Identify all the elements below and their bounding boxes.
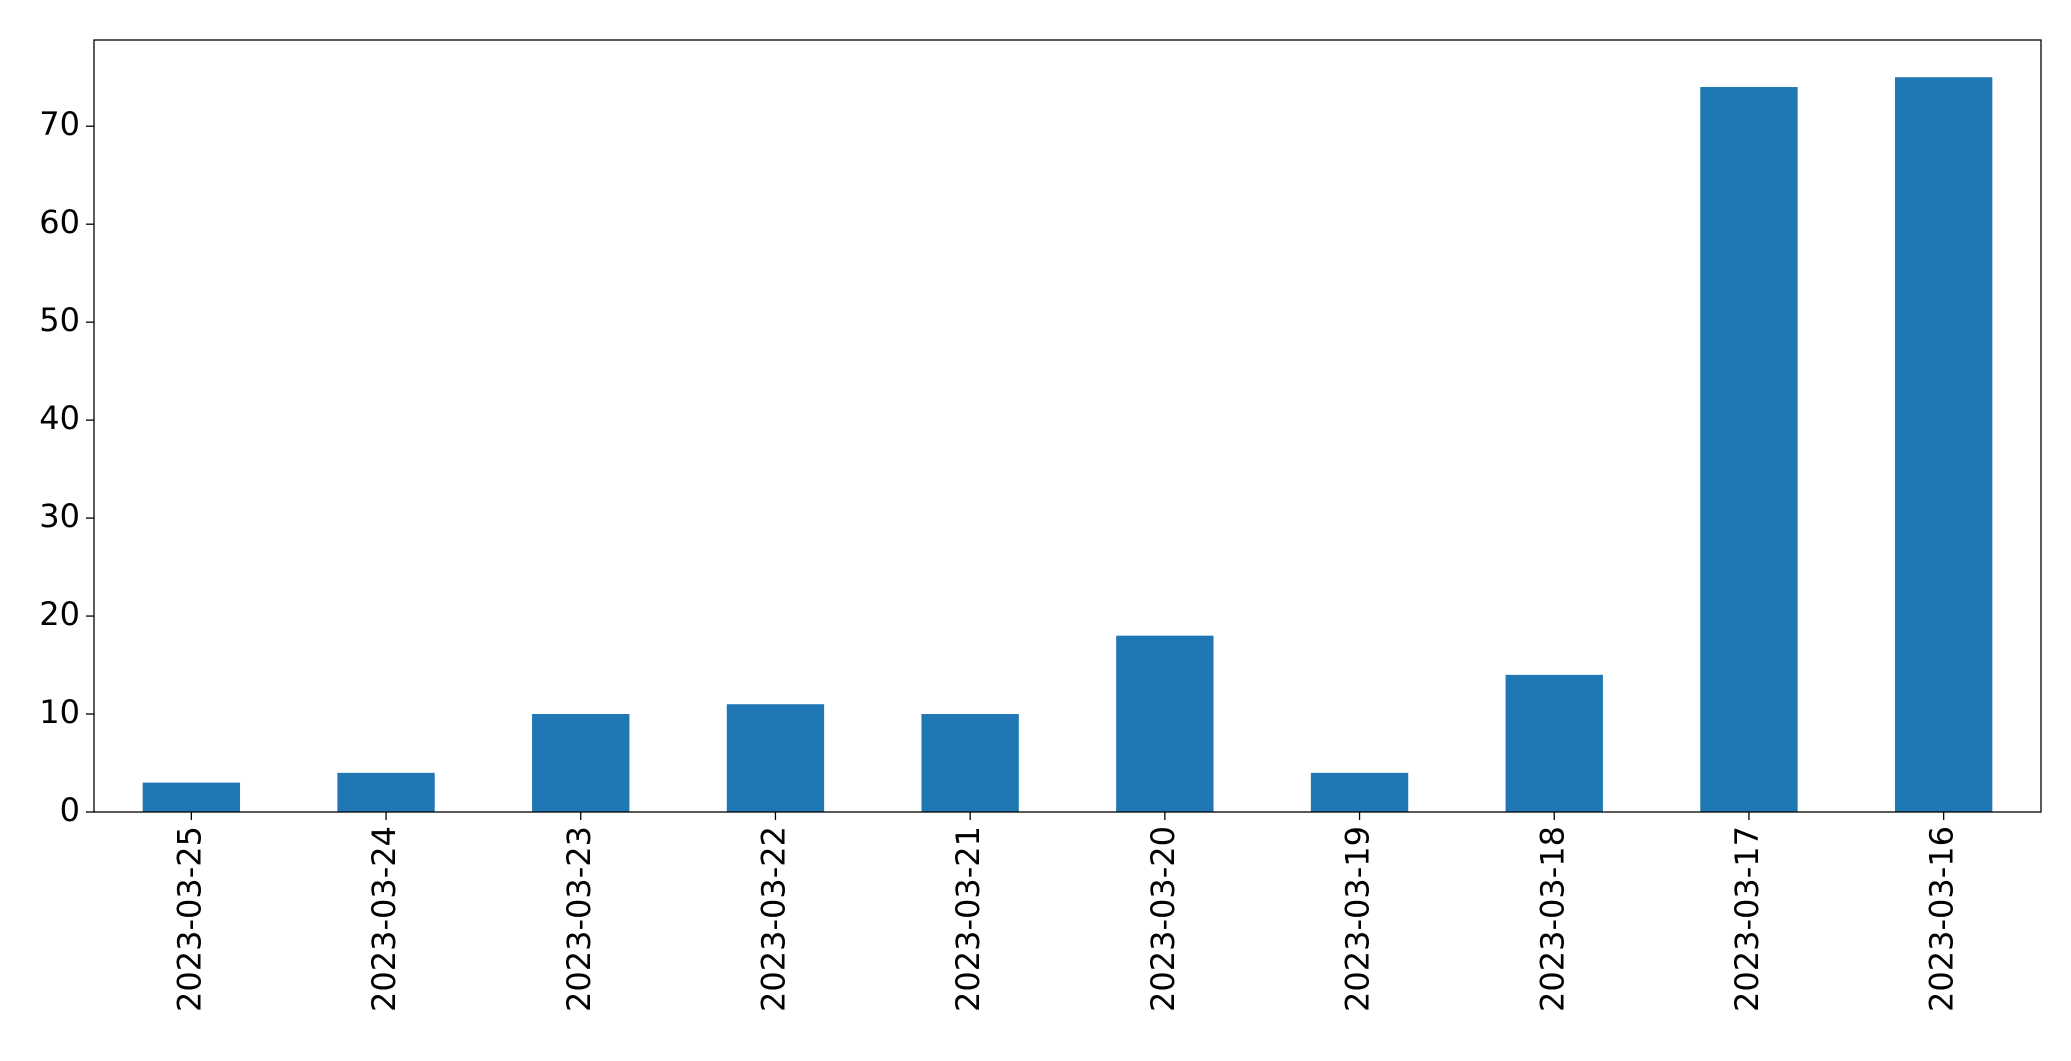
- y-tick-label: 40: [39, 399, 80, 437]
- bar: [726, 704, 825, 812]
- x-tick-label: 2023-03-20: [1144, 826, 1182, 1012]
- y-tick-label: 0: [60, 791, 80, 829]
- bar: [921, 714, 1019, 812]
- bar: [1310, 772, 1409, 812]
- bar: [337, 772, 435, 812]
- y-tick-label: 50: [39, 301, 80, 339]
- y-tick-label: 70: [39, 105, 80, 143]
- bar: [1116, 635, 1214, 812]
- y-tick-label: 30: [39, 497, 80, 535]
- y-tick-label: 60: [39, 203, 80, 241]
- bar: [1700, 87, 1798, 812]
- x-tick-label: 2023-03-22: [754, 826, 792, 1012]
- bar: [142, 782, 241, 812]
- bar: [1894, 77, 1993, 813]
- y-tick-label: 10: [39, 693, 80, 731]
- bar: [532, 714, 630, 812]
- y-tick-label: 20: [39, 595, 80, 633]
- x-tick-label: 2023-03-23: [560, 826, 598, 1012]
- x-tick-label: 2023-03-21: [949, 826, 987, 1012]
- x-tick-label: 2023-03-16: [1923, 826, 1961, 1012]
- x-tick-label: 2023-03-24: [365, 826, 403, 1012]
- x-tick-label: 2023-03-19: [1339, 826, 1377, 1012]
- bar: [1505, 674, 1603, 812]
- x-tick-label: 2023-03-18: [1533, 826, 1571, 1012]
- x-tick-label: 2023-03-17: [1728, 826, 1766, 1012]
- x-tick-label: 2023-03-25: [170, 826, 208, 1012]
- plot-frame: [93, 39, 2042, 813]
